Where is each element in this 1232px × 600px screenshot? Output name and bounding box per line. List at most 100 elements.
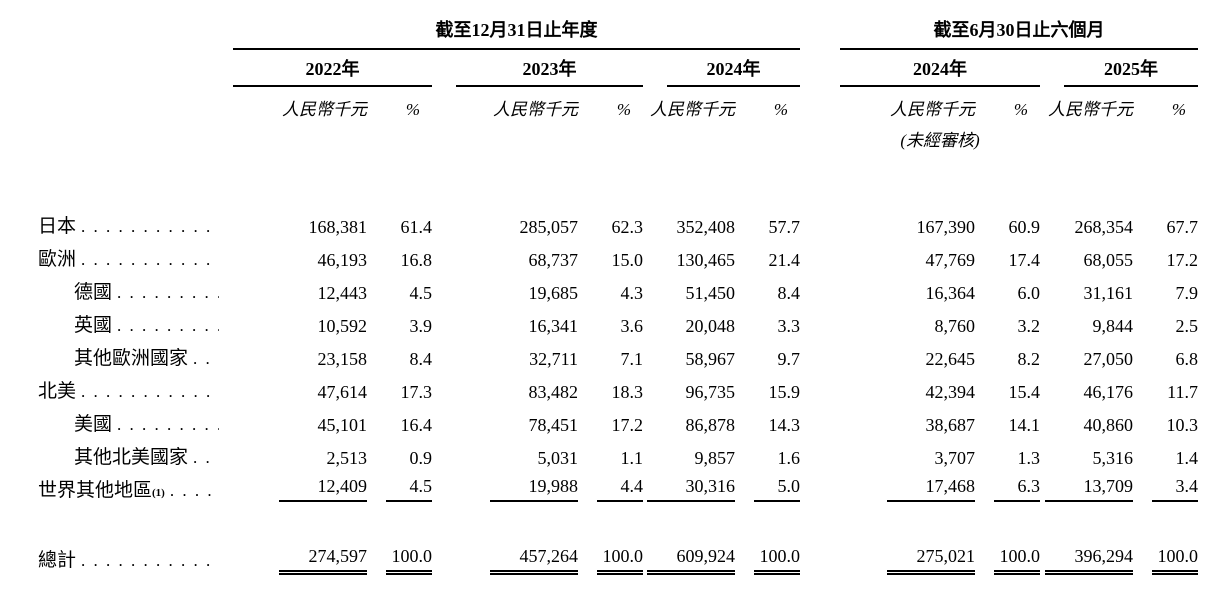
percent-cell: 17.2: [611, 415, 644, 435]
value-cell: 30,316: [643, 469, 735, 502]
table-row: 美國 45,101 16.4 78,451 17.2 86,878 14.3 3…: [38, 403, 1198, 436]
percent-cell: 8.4: [409, 349, 433, 369]
percent-cell: 14.1: [1008, 415, 1041, 435]
group-gap: [800, 436, 840, 469]
row-label-cell: 北美: [38, 370, 233, 403]
row-label: 英國: [74, 315, 113, 336]
total-row-label: 總計: [38, 550, 77, 571]
percent-cell: 6.3: [975, 469, 1040, 502]
percent-cell: 4.5: [367, 469, 432, 502]
percent-cell: 62.3: [611, 217, 644, 237]
value-cell: 168,381: [308, 217, 368, 237]
percent-cell: 61.4: [400, 217, 433, 237]
value-cell: 396,294: [1040, 538, 1133, 575]
spacer: [38, 502, 1198, 538]
percent-cell: 4.5: [409, 283, 433, 303]
value-cell: 22,645: [925, 349, 976, 369]
value-cell: 457,264: [432, 538, 578, 575]
value-cell: 10,592: [317, 316, 368, 336]
percent-cell: 14.3: [768, 415, 801, 435]
total-row: 總計 274,597 100.0 457,264 100.0 609,924 1…: [38, 538, 1198, 575]
percent-cell: 15.4: [1008, 382, 1041, 402]
dot-leader: [76, 382, 219, 402]
percent-cell: 100.0: [367, 538, 432, 575]
value-cell: 16,364: [925, 283, 976, 303]
value-cell: 38,687: [925, 415, 976, 435]
year-header-2025-interim: 2025年: [1040, 50, 1198, 87]
percent-cell: 9.7: [777, 349, 801, 369]
group-gap: [800, 16, 840, 50]
unit-label: 人民幣千元: [282, 100, 367, 119]
document-page: 截至12月31日止年度 截至6月30日止六個月 2022年 2023年 2024…: [0, 0, 1232, 572]
value-cell: 9,857: [694, 448, 736, 468]
value-cell: 23,158: [317, 349, 368, 369]
dot-leader: [112, 415, 219, 435]
percent-label: %: [773, 100, 788, 119]
table-row: 其他歐洲國家 23,158 8.4 32,711 7.1 58,967 9.7 …: [38, 337, 1198, 370]
table-header: 截至12月31日止年度 截至6月30日止六個月 2022年 2023年 2024…: [38, 16, 1198, 151]
group-title-interim: 截至6月30日止六個月: [840, 16, 1198, 50]
value-cell: 78,451: [528, 415, 579, 435]
value-cell: 5,316: [1092, 448, 1134, 468]
group-header-annual: 截至12月31日止年度: [233, 16, 800, 50]
group-gap: [800, 469, 840, 502]
percent-cell: 1.6: [777, 448, 801, 468]
value-cell: 47,769: [925, 250, 976, 270]
table-row: 北美 47,614 17.3 83,482 18.3 96,735 15.9 4…: [38, 370, 1198, 403]
year-header-2024: 2024年: [643, 50, 800, 87]
group-title-annual: 截至12月31日止年度: [233, 16, 800, 50]
value-cell: 3,707: [934, 448, 976, 468]
percent-cell: 8.4: [777, 283, 801, 303]
value-cell: 2,513: [326, 448, 368, 468]
group-header-interim: 截至6月30日止六個月: [840, 16, 1198, 50]
percent-cell: 18.3: [611, 382, 644, 402]
group-gap: [800, 271, 840, 304]
year-header-row: 2022年 2023年 2024年 2024年 2025年: [38, 50, 1198, 87]
group-gap: [800, 205, 840, 238]
value-cell: 86,878: [685, 415, 736, 435]
table-body: 日本 168,381 61.4 285,057 62.3 352,408 57.…: [38, 151, 1198, 575]
percent-cell: 1.4: [1175, 448, 1199, 468]
row-label: 其他歐洲國家: [74, 348, 189, 369]
value-cell: 167,390: [916, 217, 976, 237]
percent-label: %: [616, 100, 631, 119]
value-cell: 8,760: [934, 316, 976, 336]
value-cell: 12,409: [233, 469, 367, 502]
group-gap: [800, 538, 840, 572]
value-cell: 130,465: [676, 250, 736, 270]
row-label: 北美: [38, 381, 77, 402]
table-row: 歐洲 46,193 16.8 68,737 15.0 130,465 21.4 …: [38, 238, 1198, 271]
percent-cell: 4.3: [620, 283, 644, 303]
value-cell: 42,394: [925, 382, 976, 402]
percent-cell: 21.4: [768, 250, 801, 270]
percent-label: %: [405, 100, 420, 119]
dot-leader: [112, 316, 219, 336]
value-cell: 83,482: [528, 382, 579, 402]
unit-label: 人民幣千元: [1048, 100, 1133, 119]
value-cell: 32,711: [529, 349, 578, 369]
unit-header-row: 人民幣千元 % 人民幣千元 % 人民幣千元 % 人民幣千元 % 人民幣千元 %: [38, 87, 1198, 120]
value-cell: 96,735: [685, 382, 736, 402]
percent-cell: 10.3: [1166, 415, 1199, 435]
group-gap: [800, 238, 840, 271]
value-cell: 609,924: [643, 538, 735, 575]
value-cell: 68,055: [1083, 250, 1134, 270]
percent-cell: 3.3: [777, 316, 801, 336]
row-label-cell: 美國: [38, 403, 233, 436]
value-cell: 47,614: [317, 382, 368, 402]
table-row: 其他北美國家 2,513 0.9 5,031 1.1 9,857 1.6 3,7…: [38, 436, 1198, 469]
dot-leader: [112, 283, 219, 303]
row-label: 歐洲: [38, 249, 77, 270]
percent-cell: 16.4: [400, 415, 433, 435]
percent-cell: 100.0: [1133, 538, 1198, 575]
percent-cell: 7.1: [620, 349, 644, 369]
percent-cell: 57.7: [768, 217, 801, 237]
row-label-cell: 日本: [38, 205, 233, 238]
row-label-cell: 其他北美國家: [38, 436, 233, 469]
row-label-cell: 英國: [38, 304, 233, 337]
value-cell: 46,193: [317, 250, 368, 270]
note-row: (未經審核): [38, 120, 1198, 151]
percent-cell: 3.6: [620, 316, 644, 336]
value-cell: 40,860: [1083, 415, 1134, 435]
value-cell: 274,597: [233, 538, 367, 575]
